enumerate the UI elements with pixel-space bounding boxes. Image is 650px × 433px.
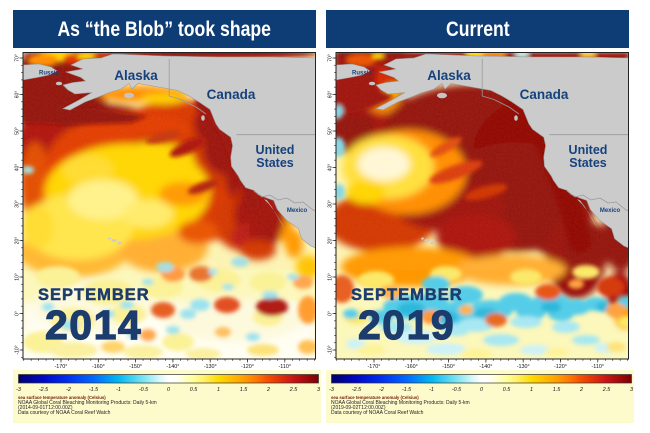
svg-text:0°: 0°: [14, 311, 20, 316]
svg-text:Canada: Canada: [520, 87, 569, 102]
svg-text:-2: -2: [379, 387, 384, 393]
svg-text:Alaska: Alaska: [114, 68, 158, 83]
svg-text:70°: 70°: [327, 54, 333, 62]
svg-text:SEPTEMBER: SEPTEMBER: [38, 286, 150, 304]
svg-text:1.5: 1.5: [553, 387, 561, 393]
svg-text:-1: -1: [116, 387, 121, 393]
svg-text:70°: 70°: [14, 54, 20, 62]
svg-text:Mexico: Mexico: [287, 208, 308, 214]
svg-text:SEPTEMBER: SEPTEMBER: [351, 286, 463, 304]
svg-text:-170°: -170°: [55, 364, 68, 370]
svg-text:40°: 40°: [14, 164, 20, 172]
svg-text:0°: 0°: [327, 311, 333, 316]
svg-text:-1.5: -1.5: [89, 387, 99, 393]
svg-text:2014: 2014: [45, 302, 142, 348]
svg-text:-10°: -10°: [14, 345, 20, 354]
svg-text:30°: 30°: [14, 200, 20, 208]
svg-text:3: 3: [630, 387, 633, 393]
svg-text:-140°: -140°: [479, 364, 492, 370]
svg-text:Alaska: Alaska: [427, 68, 471, 83]
svg-text:2.5: 2.5: [289, 387, 298, 393]
svg-text:0.5: 0.5: [503, 387, 511, 393]
svg-text:0: 0: [480, 387, 483, 393]
svg-text:60°: 60°: [14, 91, 20, 99]
svg-text:-110°: -110°: [279, 364, 292, 370]
svg-text:1: 1: [530, 387, 533, 393]
svg-text:1: 1: [217, 387, 220, 393]
svg-text:-2.5: -2.5: [39, 387, 49, 393]
svg-text:Mexico: Mexico: [600, 208, 621, 214]
svg-text:0.5: 0.5: [190, 387, 198, 393]
svg-text:60°: 60°: [327, 91, 333, 99]
svg-text:Russia: Russia: [352, 71, 372, 77]
svg-text:-120°: -120°: [241, 364, 254, 370]
svg-text:50°: 50°: [14, 127, 20, 135]
svg-text:States: States: [256, 156, 294, 170]
svg-text:30°: 30°: [327, 200, 333, 208]
svg-text:-0.5: -0.5: [139, 387, 149, 393]
svg-text:-1: -1: [429, 387, 434, 393]
svg-text:-110°: -110°: [592, 364, 605, 370]
svg-text:1.5: 1.5: [240, 387, 248, 393]
svg-text:-130°: -130°: [204, 364, 217, 370]
svg-text:0: 0: [167, 387, 170, 393]
svg-text:-10°: -10°: [327, 345, 333, 354]
svg-text:-150°: -150°: [442, 364, 455, 370]
svg-text:-160°: -160°: [405, 364, 418, 370]
svg-text:50°: 50°: [327, 127, 333, 135]
svg-text:2019: 2019: [358, 302, 455, 348]
svg-text:-140°: -140°: [166, 364, 179, 370]
svg-text:-150°: -150°: [129, 364, 142, 370]
svg-text:-160°: -160°: [92, 364, 105, 370]
svg-text:United: United: [569, 143, 608, 157]
svg-text:20°: 20°: [14, 237, 20, 245]
svg-text:Russia: Russia: [39, 71, 59, 77]
svg-text:-2: -2: [66, 387, 71, 393]
svg-text:-130°: -130°: [517, 364, 530, 370]
svg-text:20°: 20°: [327, 237, 333, 245]
svg-text:10°: 10°: [14, 273, 20, 281]
svg-text:Canada: Canada: [207, 87, 256, 102]
svg-text:-170°: -170°: [368, 364, 381, 370]
svg-text:40°: 40°: [327, 164, 333, 172]
svg-text:-3: -3: [329, 387, 334, 393]
svg-text:-0.5: -0.5: [452, 387, 462, 393]
svg-text:-120°: -120°: [554, 364, 567, 370]
svg-text:2: 2: [266, 387, 270, 393]
svg-text:States: States: [569, 156, 607, 170]
svg-text:-3: -3: [16, 387, 21, 393]
svg-text:-1.5: -1.5: [402, 387, 412, 393]
svg-text:United: United: [256, 143, 295, 157]
svg-text:3: 3: [317, 387, 320, 393]
svg-text:2: 2: [579, 387, 583, 393]
svg-text:-2.5: -2.5: [352, 387, 362, 393]
svg-text:10°: 10°: [327, 273, 333, 281]
svg-text:2.5: 2.5: [602, 387, 611, 393]
